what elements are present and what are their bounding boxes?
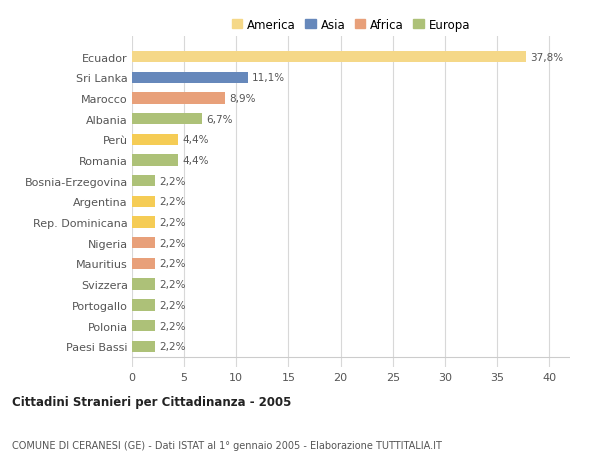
Text: 2,2%: 2,2% [159, 321, 185, 331]
Bar [132, 238, 155, 249]
Text: 2,2%: 2,2% [159, 176, 185, 186]
Bar [132, 176, 155, 187]
Text: 4,4%: 4,4% [182, 156, 209, 166]
Text: 2,2%: 2,2% [159, 280, 185, 290]
Bar [132, 341, 155, 352]
Text: 6,7%: 6,7% [206, 114, 233, 124]
Bar [132, 300, 155, 311]
Bar [132, 258, 155, 269]
Bar [132, 217, 155, 228]
Legend: America, Asia, Africa, Europa: America, Asia, Africa, Europa [229, 16, 473, 34]
Text: Cittadini Stranieri per Cittadinanza - 2005: Cittadini Stranieri per Cittadinanza - 2… [12, 396, 292, 409]
Text: 2,2%: 2,2% [159, 197, 185, 207]
Text: 2,2%: 2,2% [159, 259, 185, 269]
Bar [132, 73, 248, 84]
Text: 2,2%: 2,2% [159, 238, 185, 248]
Text: 11,1%: 11,1% [252, 73, 285, 83]
Bar [132, 155, 178, 166]
Text: 2,2%: 2,2% [159, 218, 185, 228]
Bar [132, 114, 202, 125]
Bar [132, 134, 178, 146]
Bar [132, 320, 155, 331]
Bar [132, 52, 526, 63]
Text: 37,8%: 37,8% [530, 52, 563, 62]
Bar [132, 93, 225, 104]
Text: 4,4%: 4,4% [182, 135, 209, 145]
Text: 2,2%: 2,2% [159, 341, 185, 352]
Text: 8,9%: 8,9% [229, 94, 256, 104]
Text: COMUNE DI CERANESI (GE) - Dati ISTAT al 1° gennaio 2005 - Elaborazione TUTTITALI: COMUNE DI CERANESI (GE) - Dati ISTAT al … [12, 440, 442, 450]
Text: 2,2%: 2,2% [159, 300, 185, 310]
Bar [132, 279, 155, 290]
Bar [132, 196, 155, 207]
